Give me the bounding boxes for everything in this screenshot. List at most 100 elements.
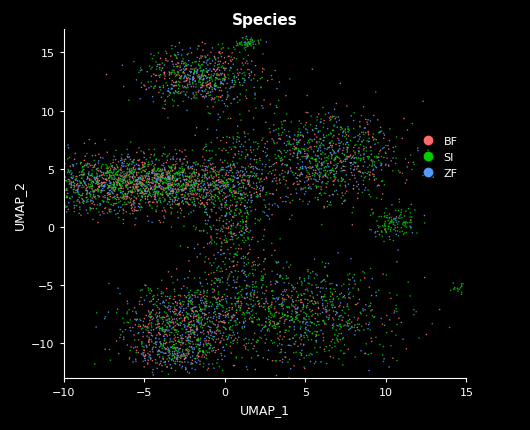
Point [84, 199, 92, 206]
Point [364, 154, 373, 161]
Point [96, 212, 104, 219]
Point [244, 256, 252, 263]
Point [181, 183, 190, 190]
Point [262, 336, 271, 343]
Point [148, 349, 157, 356]
Point [181, 355, 190, 362]
Point [207, 239, 215, 246]
Point [304, 165, 313, 172]
Point [113, 179, 122, 186]
Point [211, 295, 220, 302]
Point [198, 310, 207, 317]
Point [223, 182, 232, 189]
Point [361, 125, 369, 132]
Point [240, 235, 249, 242]
Point [118, 191, 127, 198]
Point [110, 184, 118, 191]
Point [207, 330, 216, 337]
Point [152, 335, 160, 342]
Point [203, 69, 211, 76]
Point [126, 324, 134, 331]
Point [158, 60, 166, 67]
Point [160, 175, 168, 182]
Point [119, 192, 128, 199]
Point [278, 341, 286, 348]
Point [277, 149, 285, 156]
Point [164, 174, 173, 181]
Point [56, 172, 64, 179]
Point [217, 265, 225, 272]
Point [209, 165, 218, 172]
Point [216, 177, 224, 184]
Point [223, 140, 231, 147]
Point [215, 315, 223, 322]
Point [221, 77, 229, 84]
Point [167, 314, 176, 321]
Point [99, 194, 108, 201]
Point [240, 203, 249, 210]
Point [285, 342, 294, 349]
Point [299, 133, 307, 140]
Point [198, 84, 207, 91]
Point [178, 303, 186, 310]
Point [228, 202, 236, 209]
Point [192, 313, 201, 320]
Point [159, 290, 167, 297]
Point [209, 167, 217, 174]
Point [184, 351, 192, 358]
Point [183, 369, 192, 375]
Point [220, 72, 228, 79]
Point [171, 354, 179, 361]
Point [193, 338, 201, 344]
Point [210, 174, 218, 181]
Point [285, 264, 293, 271]
Point [152, 178, 161, 184]
Point [70, 183, 78, 190]
Point [153, 179, 161, 186]
Point [299, 198, 307, 205]
Point [69, 183, 77, 190]
Point [219, 337, 228, 344]
Point [112, 185, 120, 192]
Point [306, 136, 314, 143]
Point [154, 188, 163, 195]
Point [86, 184, 95, 190]
Point [119, 221, 128, 227]
Point [252, 310, 260, 317]
Point [333, 337, 341, 344]
Point [278, 310, 286, 317]
Point [114, 185, 122, 192]
Point [149, 184, 157, 191]
Point [206, 215, 214, 221]
Point [96, 201, 105, 208]
Point [284, 148, 292, 155]
Point [166, 336, 175, 343]
Point [178, 332, 187, 338]
Point [204, 163, 213, 170]
Point [188, 329, 197, 336]
Point [108, 163, 117, 170]
Point [113, 165, 122, 172]
Point [61, 174, 69, 181]
Point [255, 316, 263, 323]
Point [322, 285, 331, 292]
Point [69, 162, 78, 169]
Point [146, 352, 155, 359]
Point [330, 188, 339, 195]
Point [407, 220, 416, 227]
Point [241, 167, 250, 174]
Point [197, 75, 205, 82]
Point [190, 345, 198, 352]
Point [206, 197, 214, 204]
Point [88, 167, 96, 174]
Point [218, 71, 227, 78]
Point [140, 355, 149, 362]
Point [366, 144, 375, 151]
Point [168, 197, 176, 204]
Point [169, 301, 177, 307]
Point [109, 203, 118, 209]
Point [370, 172, 378, 179]
Point [300, 335, 308, 341]
Point [187, 186, 196, 193]
Point [217, 72, 225, 79]
